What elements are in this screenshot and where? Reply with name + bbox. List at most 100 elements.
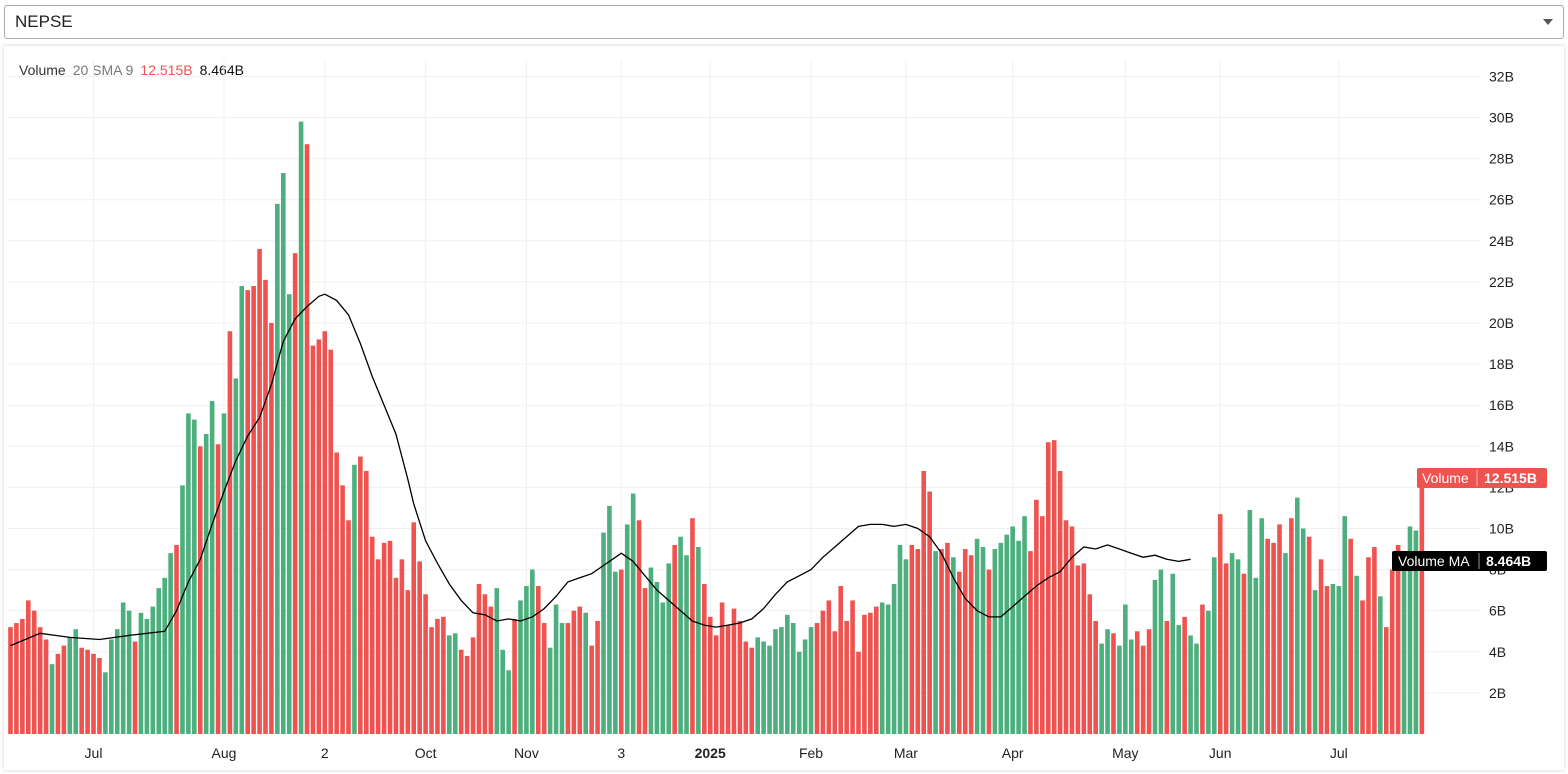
volume-bar [767, 645, 772, 734]
volume-bar [393, 577, 399, 734]
volume-bar [796, 651, 802, 734]
volume-bar [67, 637, 73, 734]
volume-bar [1283, 553, 1288, 734]
volume-bar [541, 623, 547, 734]
legend-series-name: Volume [19, 62, 66, 78]
volume-bar [304, 144, 310, 735]
volume-badge-label: Volume [1422, 470, 1469, 486]
volume-bar [992, 549, 998, 734]
volume-bar [215, 444, 221, 734]
legend-ma-value: 8.464B [199, 62, 244, 78]
volume-bar [1158, 569, 1164, 734]
volume-bar [844, 620, 849, 734]
volume-bar [239, 286, 245, 734]
volume-bar [180, 485, 185, 734]
volume-bar [20, 618, 25, 734]
volume-badge-bg [1417, 468, 1547, 488]
volume-bar [903, 559, 909, 734]
volume-bar [684, 555, 689, 734]
volume-bar [951, 557, 956, 734]
volume-bar [939, 549, 944, 734]
volume-bar [1081, 563, 1087, 734]
volume-bar [14, 623, 19, 734]
volume-bar [1235, 559, 1241, 734]
y-tick-label: 4B [1489, 644, 1506, 660]
volume-bar [31, 610, 37, 734]
volume-bar [411, 522, 417, 734]
volume-bar [1318, 559, 1324, 734]
volume-bar [1271, 542, 1276, 734]
volume-bar [933, 551, 938, 734]
volume-bar [275, 203, 280, 734]
volume-bar [962, 549, 968, 734]
volume-bar [399, 559, 405, 734]
volume-bar [559, 623, 565, 734]
volume-bar [873, 606, 879, 734]
volume-bar [547, 647, 553, 734]
volume-bar [1395, 544, 1401, 734]
x-tick-label: 2025 [695, 745, 726, 761]
volume-bar [316, 339, 322, 734]
volume-bar [429, 627, 434, 734]
volume-bar [150, 606, 156, 734]
volume-bar [1312, 590, 1318, 734]
y-tick-label: 2B [1489, 685, 1506, 701]
volume-bar [1354, 575, 1359, 734]
volume-bar [369, 536, 375, 734]
volume-bar [850, 600, 855, 734]
volume-bar [470, 637, 476, 734]
volume-bar [986, 569, 992, 734]
volume-bar [1194, 643, 1199, 734]
volume-bar [298, 121, 304, 735]
volume-bar [494, 588, 500, 734]
volume-bar [1295, 497, 1300, 734]
volume-bar [1140, 645, 1146, 734]
volume-bar [773, 629, 778, 734]
volume-bar [1324, 586, 1330, 734]
volume-bar [310, 345, 316, 734]
volume-bar [957, 571, 962, 734]
volume-bar [1022, 516, 1027, 734]
volume-bar [779, 627, 784, 734]
volume-bar [856, 651, 861, 734]
volume-bar [120, 602, 126, 734]
x-tick-label: 2 [321, 745, 329, 761]
volume-bar [126, 610, 132, 734]
symbol-selector[interactable]: NEPSE [4, 5, 1564, 39]
volume-bar [1277, 524, 1282, 734]
y-tick-label: 6B [1489, 603, 1506, 619]
volume-bar [488, 606, 494, 734]
volume-bar [1253, 577, 1259, 734]
volume-bar [530, 569, 535, 734]
volume-bar [1182, 616, 1187, 734]
volume-bar [1265, 538, 1270, 734]
volume-bar [346, 520, 351, 734]
volume-bar [251, 286, 256, 734]
ma-badge-label: Volume MA [1398, 553, 1470, 569]
volume-bar [1063, 520, 1069, 734]
volume-bar [1348, 538, 1353, 734]
volume-bar [1152, 579, 1158, 735]
volume-bar [737, 620, 743, 734]
volume-bar [1146, 629, 1152, 734]
volume-bar [1259, 518, 1265, 734]
y-tick-label: 18B [1489, 356, 1514, 372]
volume-bar [1407, 526, 1413, 734]
volume-bar [1413, 530, 1419, 734]
volume-bar [174, 544, 179, 734]
volume-bar [435, 618, 440, 734]
volume-bar [678, 536, 683, 734]
y-tick-label: 28B [1489, 151, 1514, 167]
volume-bar [458, 649, 464, 734]
y-tick-label: 10B [1489, 521, 1514, 537]
volume-bar [1188, 635, 1193, 734]
volume-bar [109, 639, 114, 734]
volume-bar [571, 610, 577, 734]
y-tick-label: 16B [1489, 397, 1514, 413]
volume-bar [1342, 516, 1348, 734]
volume-bar [1099, 643, 1104, 734]
volume-bar [630, 493, 636, 734]
chevron-down-icon[interactable] [1543, 17, 1553, 27]
volume-bar [654, 581, 660, 734]
